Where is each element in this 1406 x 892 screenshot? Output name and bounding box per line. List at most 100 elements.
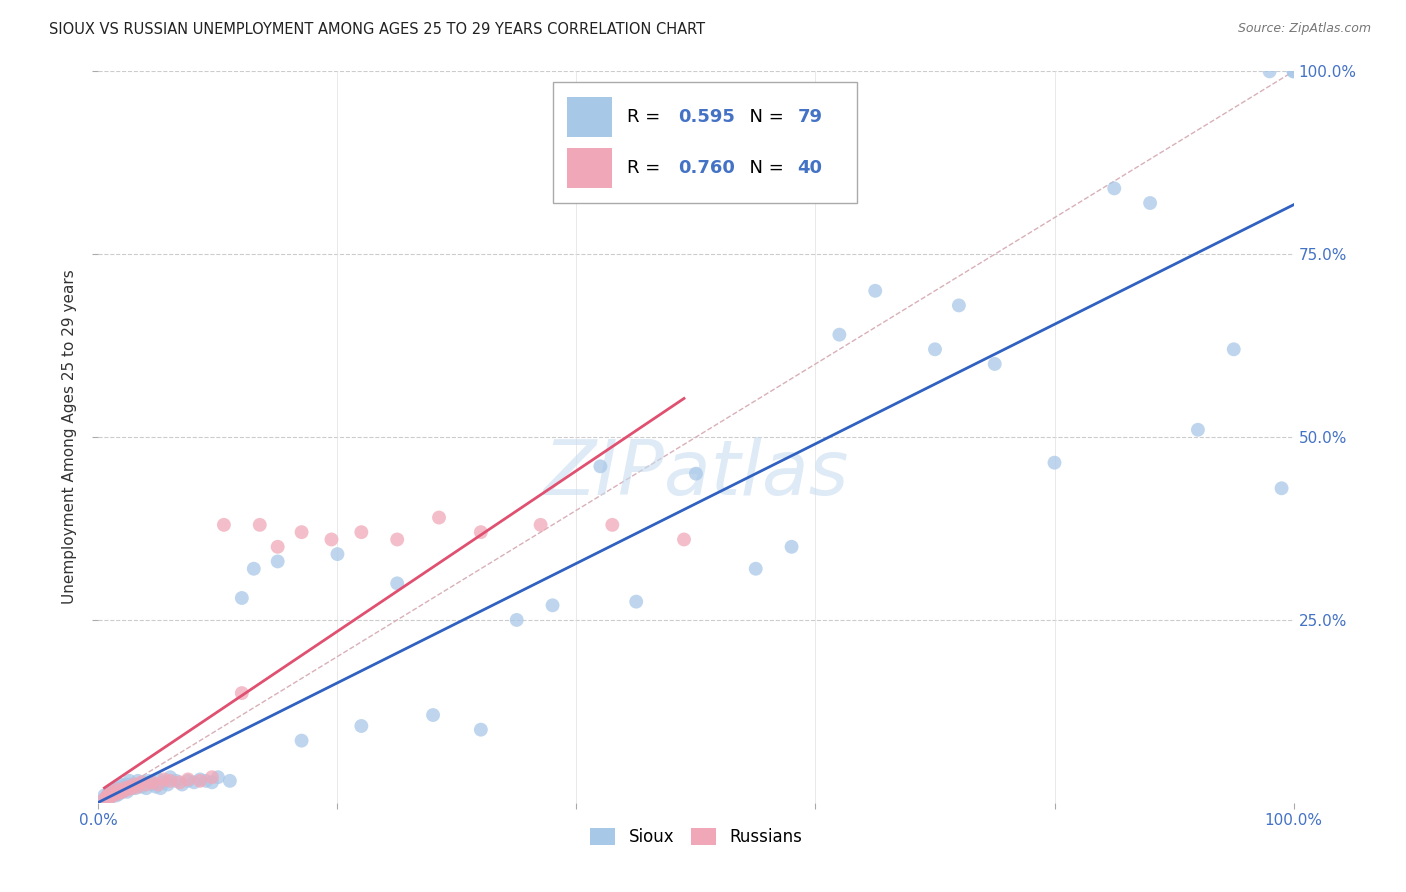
Sioux bbox=[172, 778, 194, 792]
Russians bbox=[602, 517, 624, 532]
Russians bbox=[159, 773, 181, 788]
Sioux bbox=[121, 781, 143, 796]
Sioux bbox=[105, 785, 128, 799]
Sioux bbox=[124, 781, 146, 796]
Russians bbox=[141, 775, 163, 789]
Text: 0.595: 0.595 bbox=[678, 108, 735, 126]
Sioux bbox=[207, 770, 229, 784]
Sioux bbox=[107, 787, 129, 801]
Sioux bbox=[201, 775, 224, 789]
Russians bbox=[153, 772, 176, 787]
Y-axis label: Unemployment Among Ages 25 to 29 years: Unemployment Among Ages 25 to 29 years bbox=[62, 269, 77, 605]
Russians bbox=[135, 778, 157, 792]
Sioux bbox=[231, 591, 253, 605]
Sioux bbox=[589, 459, 612, 474]
Sioux bbox=[924, 343, 946, 357]
Sioux bbox=[108, 778, 131, 792]
Bar bbox=[567, 148, 613, 188]
Russians bbox=[177, 772, 200, 787]
Sioux bbox=[1271, 481, 1294, 495]
Sioux bbox=[422, 708, 444, 723]
Russians bbox=[249, 517, 271, 532]
Sioux bbox=[118, 773, 141, 788]
Sioux bbox=[96, 789, 118, 804]
Sioux bbox=[350, 719, 373, 733]
Russians bbox=[350, 525, 373, 540]
Russians bbox=[188, 773, 211, 788]
Sioux bbox=[111, 780, 134, 794]
Sioux bbox=[948, 298, 970, 312]
Sioux bbox=[114, 781, 136, 796]
Sioux bbox=[541, 599, 564, 613]
Sioux bbox=[153, 775, 176, 789]
Russians bbox=[291, 525, 314, 540]
Russians bbox=[201, 770, 224, 784]
Sioux bbox=[156, 778, 179, 792]
Russians bbox=[530, 517, 553, 532]
Sioux bbox=[506, 613, 529, 627]
Russians bbox=[321, 533, 343, 547]
Russians bbox=[385, 533, 409, 547]
Sioux bbox=[1282, 64, 1305, 78]
Russians bbox=[118, 780, 141, 794]
Russians bbox=[470, 525, 492, 540]
Russians bbox=[169, 775, 191, 789]
Sioux bbox=[115, 778, 138, 792]
Sioux bbox=[183, 775, 205, 789]
Bar bbox=[567, 97, 613, 137]
Sioux bbox=[105, 789, 128, 803]
Sioux bbox=[117, 781, 139, 796]
Russians bbox=[97, 789, 120, 803]
Sioux bbox=[195, 773, 218, 788]
Russians bbox=[115, 782, 138, 797]
Russians bbox=[148, 778, 170, 792]
Russians bbox=[103, 785, 125, 799]
Sioux bbox=[984, 357, 1007, 371]
Sioux bbox=[1104, 181, 1126, 195]
Sioux bbox=[115, 785, 138, 799]
Russians bbox=[673, 533, 696, 547]
Russians bbox=[114, 781, 136, 796]
Sioux bbox=[1258, 64, 1281, 78]
Russians bbox=[131, 775, 153, 789]
Text: R =: R = bbox=[627, 159, 665, 177]
Russians bbox=[127, 780, 149, 794]
Sioux bbox=[103, 787, 125, 801]
Russians bbox=[96, 789, 118, 804]
Russians bbox=[121, 781, 143, 796]
Text: ZIPatlas: ZIPatlas bbox=[543, 437, 849, 510]
Sioux bbox=[127, 773, 149, 788]
Russians bbox=[124, 778, 146, 792]
Text: SIOUX VS RUSSIAN UNEMPLOYMENT AMONG AGES 25 TO 29 YEARS CORRELATION CHART: SIOUX VS RUSSIAN UNEMPLOYMENT AMONG AGES… bbox=[49, 22, 706, 37]
Legend: Sioux, Russians: Sioux, Russians bbox=[583, 822, 808, 853]
Sioux bbox=[828, 327, 851, 342]
Sioux bbox=[1282, 64, 1305, 78]
Sioux bbox=[129, 778, 152, 792]
Sioux bbox=[470, 723, 492, 737]
Sioux bbox=[120, 778, 142, 792]
Sioux bbox=[243, 562, 266, 576]
Sioux bbox=[101, 782, 124, 797]
Russians bbox=[111, 785, 134, 799]
Sioux bbox=[141, 778, 163, 792]
Sioux bbox=[131, 780, 153, 794]
Sioux bbox=[97, 787, 120, 801]
Sioux bbox=[1223, 343, 1246, 357]
Russians bbox=[93, 792, 115, 806]
Text: N =: N = bbox=[738, 159, 789, 177]
Sioux bbox=[107, 781, 129, 796]
Sioux bbox=[98, 785, 122, 799]
Sioux bbox=[865, 284, 887, 298]
Sioux bbox=[219, 773, 242, 788]
Sioux bbox=[159, 770, 181, 784]
Russians bbox=[105, 787, 128, 801]
Text: R =: R = bbox=[627, 108, 665, 126]
Sioux bbox=[93, 792, 115, 806]
Sioux bbox=[326, 547, 349, 561]
Russians bbox=[98, 789, 122, 804]
Russians bbox=[231, 686, 253, 700]
Sioux bbox=[138, 773, 160, 788]
Sioux bbox=[1187, 423, 1209, 437]
Sioux bbox=[745, 562, 768, 576]
Sioux bbox=[132, 775, 155, 789]
